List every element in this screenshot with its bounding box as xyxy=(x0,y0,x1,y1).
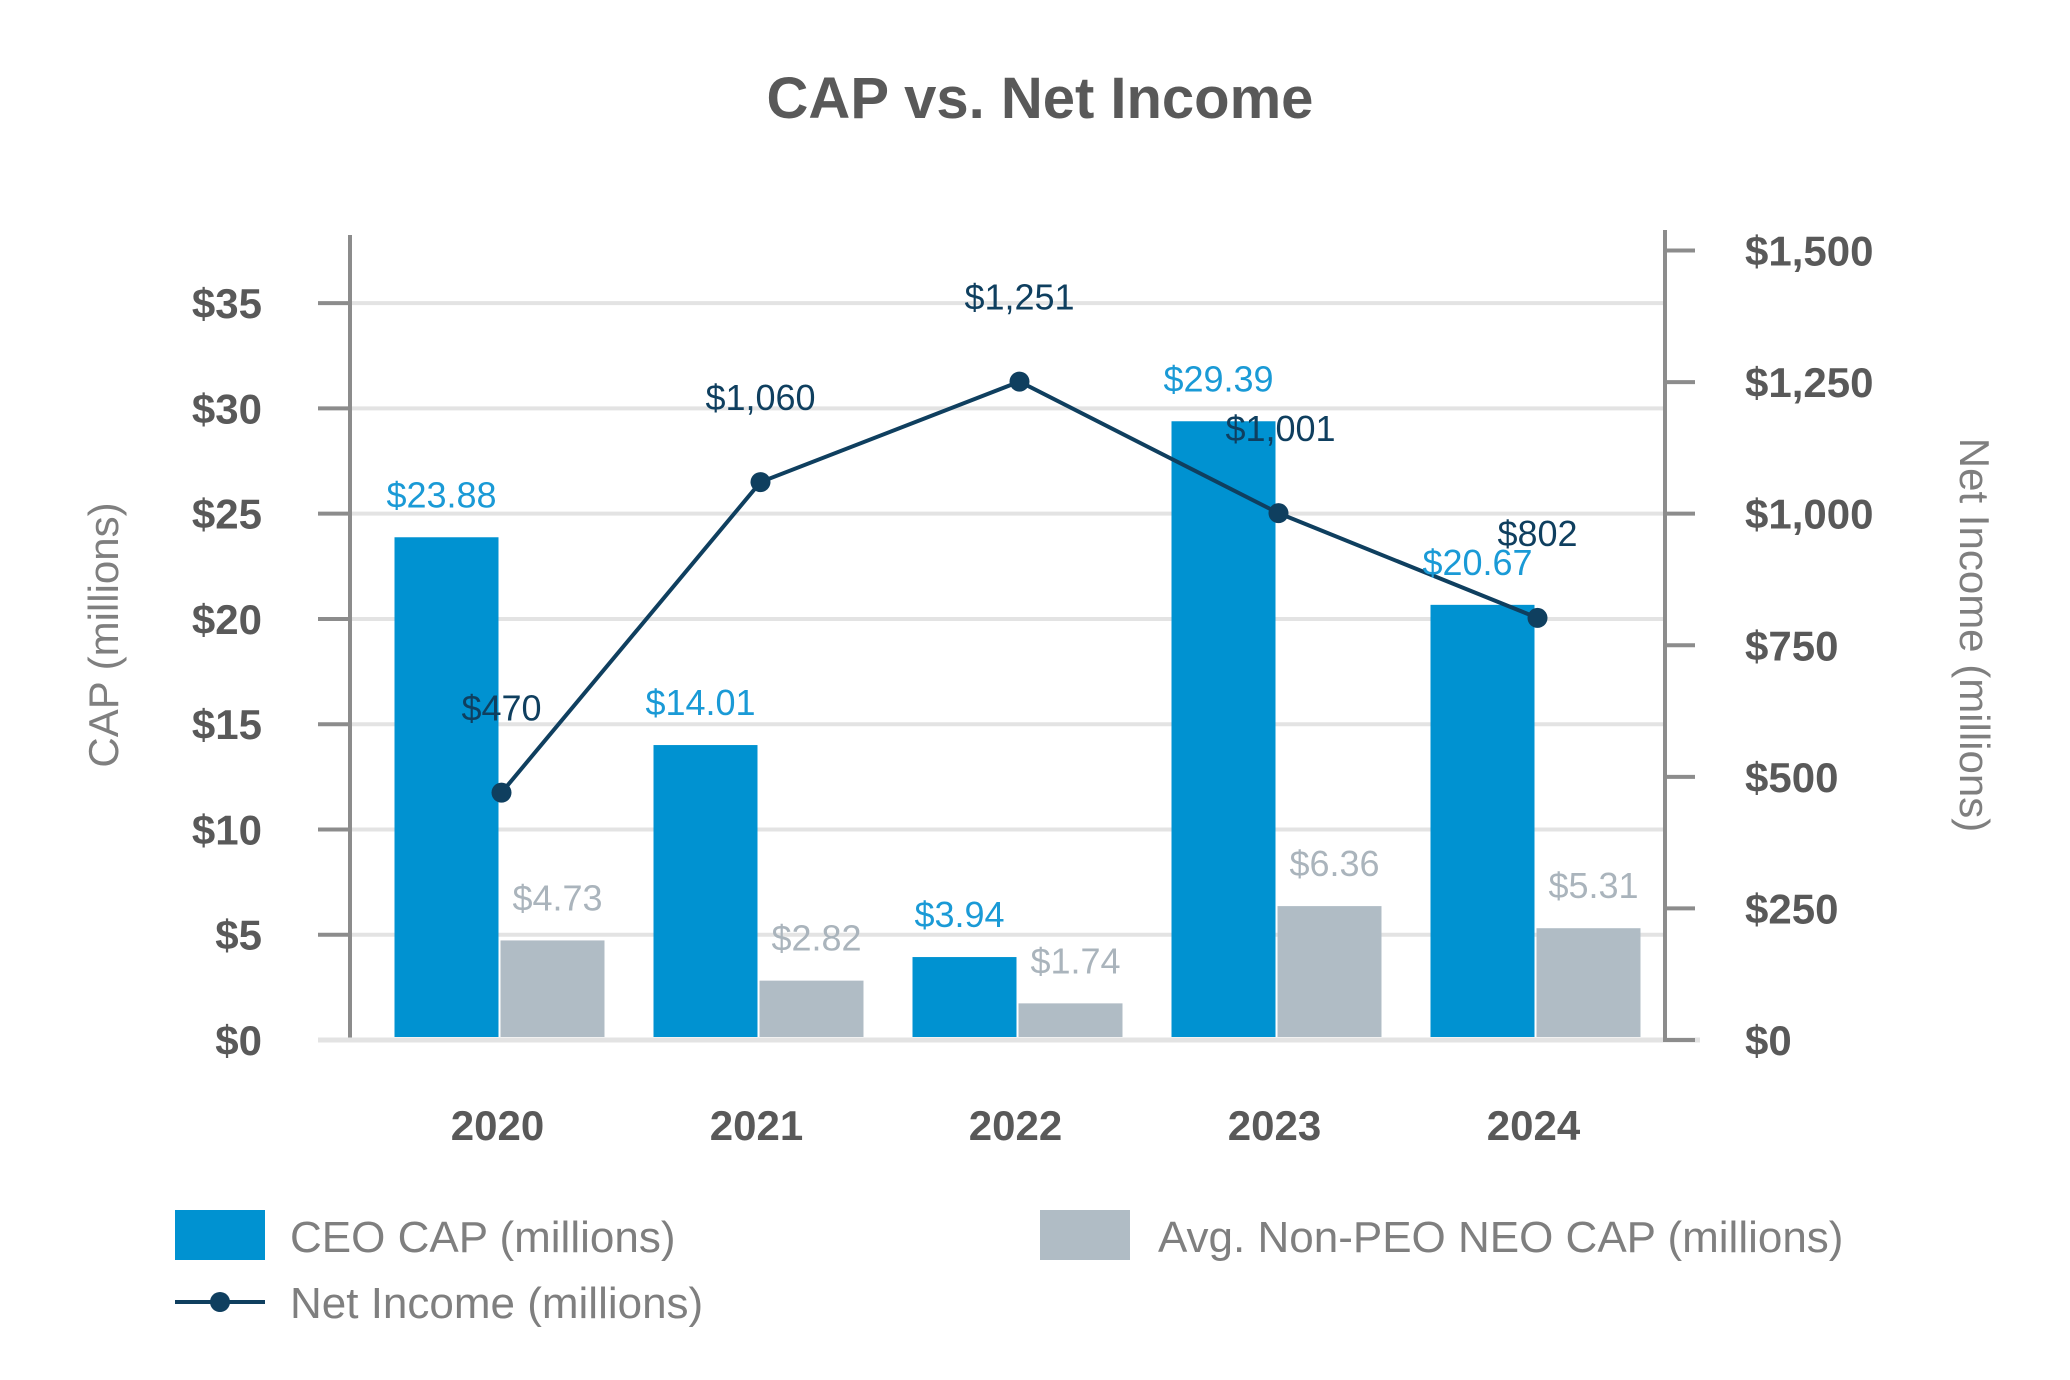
legend-label-ceo-cap: CEO CAP (millions) xyxy=(290,1213,675,1262)
x-tick-label: 2021 xyxy=(710,1102,803,1149)
net-income-point xyxy=(750,472,771,493)
y-right-tick-label: $750 xyxy=(1745,622,1838,669)
legend-marker-net-income xyxy=(210,1292,230,1312)
data-label-neo-cap: $2.82 xyxy=(771,918,861,959)
y-right-tick-label: $250 xyxy=(1745,885,1838,932)
legend-swatch-neo-cap xyxy=(1040,1210,1130,1260)
data-label-neo-cap: $1.74 xyxy=(1030,940,1120,981)
net-income-point xyxy=(491,782,512,803)
x-tick-label: 2022 xyxy=(969,1102,1062,1149)
y-right-tick-label: $0 xyxy=(1745,1017,1792,1064)
x-tick-label: 2024 xyxy=(1487,1102,1581,1149)
y-left-tick-label: $35 xyxy=(192,280,262,327)
y-right-tick-label: $1,500 xyxy=(1745,228,1873,275)
y-right-tick-label: $500 xyxy=(1745,754,1838,801)
y-left-tick-label: $5 xyxy=(215,912,262,959)
y-left-tick-label: $25 xyxy=(192,491,262,538)
y-left-tick-label: $15 xyxy=(192,701,262,748)
x-tick-label: 2023 xyxy=(1228,1102,1321,1149)
bar-ceo-cap xyxy=(653,745,758,1037)
legend-swatch-ceo-cap xyxy=(175,1210,265,1260)
legend-label-neo-cap: Avg. Non-PEO NEO CAP (millions) xyxy=(1158,1213,1843,1262)
bar-neo-cap xyxy=(1536,928,1641,1037)
y-left-tick-label: $30 xyxy=(192,385,262,432)
axes: $0 $5 $10 $15 $20 $25 $30 $35 $0 $250 $500 $750 $1,0… xyxy=(192,228,1874,1149)
net-income-point xyxy=(1009,371,1030,392)
bar-neo-cap xyxy=(500,940,605,1037)
data-label-net-income: $1,001 xyxy=(1225,408,1335,449)
y-left-axis-title: CAP (millions) xyxy=(80,502,127,767)
data-label-ceo-cap: $29.39 xyxy=(1163,358,1273,399)
y-right-tick-label: $1,250 xyxy=(1745,359,1873,406)
bar-neo-cap xyxy=(759,980,864,1037)
gridlines xyxy=(350,301,1665,1042)
net-income-point xyxy=(1527,607,1548,628)
bar-ceo-cap xyxy=(912,957,1017,1037)
data-label-neo-cap: $6.36 xyxy=(1289,843,1379,884)
bar-neo-cap xyxy=(1277,906,1382,1037)
y-left-tick-label: $0 xyxy=(215,1017,262,1064)
data-label-ceo-cap: $20.67 xyxy=(1422,542,1532,583)
bar-ceo-cap xyxy=(394,537,499,1037)
data-label-net-income: $802 xyxy=(1497,513,1577,554)
data-label-neo-cap: $4.73 xyxy=(512,877,602,918)
y-right-axis-title: Net Income (millions) xyxy=(1951,438,1998,832)
y-left-tick-label: $10 xyxy=(192,806,262,853)
data-label-ceo-cap: $14.01 xyxy=(645,682,755,723)
data-label-net-income: $470 xyxy=(461,688,541,729)
bar-ceo-cap xyxy=(1171,421,1276,1037)
net-income-line-group xyxy=(491,371,1548,803)
legend-label-net-income: Net Income (millions) xyxy=(290,1279,703,1328)
data-label-ceo-cap: $23.88 xyxy=(386,474,496,515)
x-tick-label: 2020 xyxy=(451,1102,544,1149)
data-label-neo-cap: $5.31 xyxy=(1548,865,1638,906)
data-label-ceo-cap: $3.94 xyxy=(914,894,1004,935)
data-label-net-income: $1,251 xyxy=(964,277,1074,318)
data-label-net-income: $1,060 xyxy=(705,377,815,418)
bars xyxy=(394,421,1641,1037)
net-income-point xyxy=(1268,503,1289,524)
y-left-tick-label: $20 xyxy=(192,596,262,643)
legend: CEO CAP (millions) Avg. Non-PEO NEO CAP … xyxy=(175,1210,1843,1328)
data-labels: $23.88 $4.73 $14.01 $2.82 $3.94 $1.74 $29.39 $6… xyxy=(386,277,1638,982)
y-right-tick-label: $1,000 xyxy=(1745,491,1873,538)
bar-neo-cap xyxy=(1018,1003,1123,1037)
bar-ceo-cap xyxy=(1430,604,1535,1037)
chart-title: CAP vs. Net Income xyxy=(767,66,1314,131)
net-income-line xyxy=(499,379,1539,794)
